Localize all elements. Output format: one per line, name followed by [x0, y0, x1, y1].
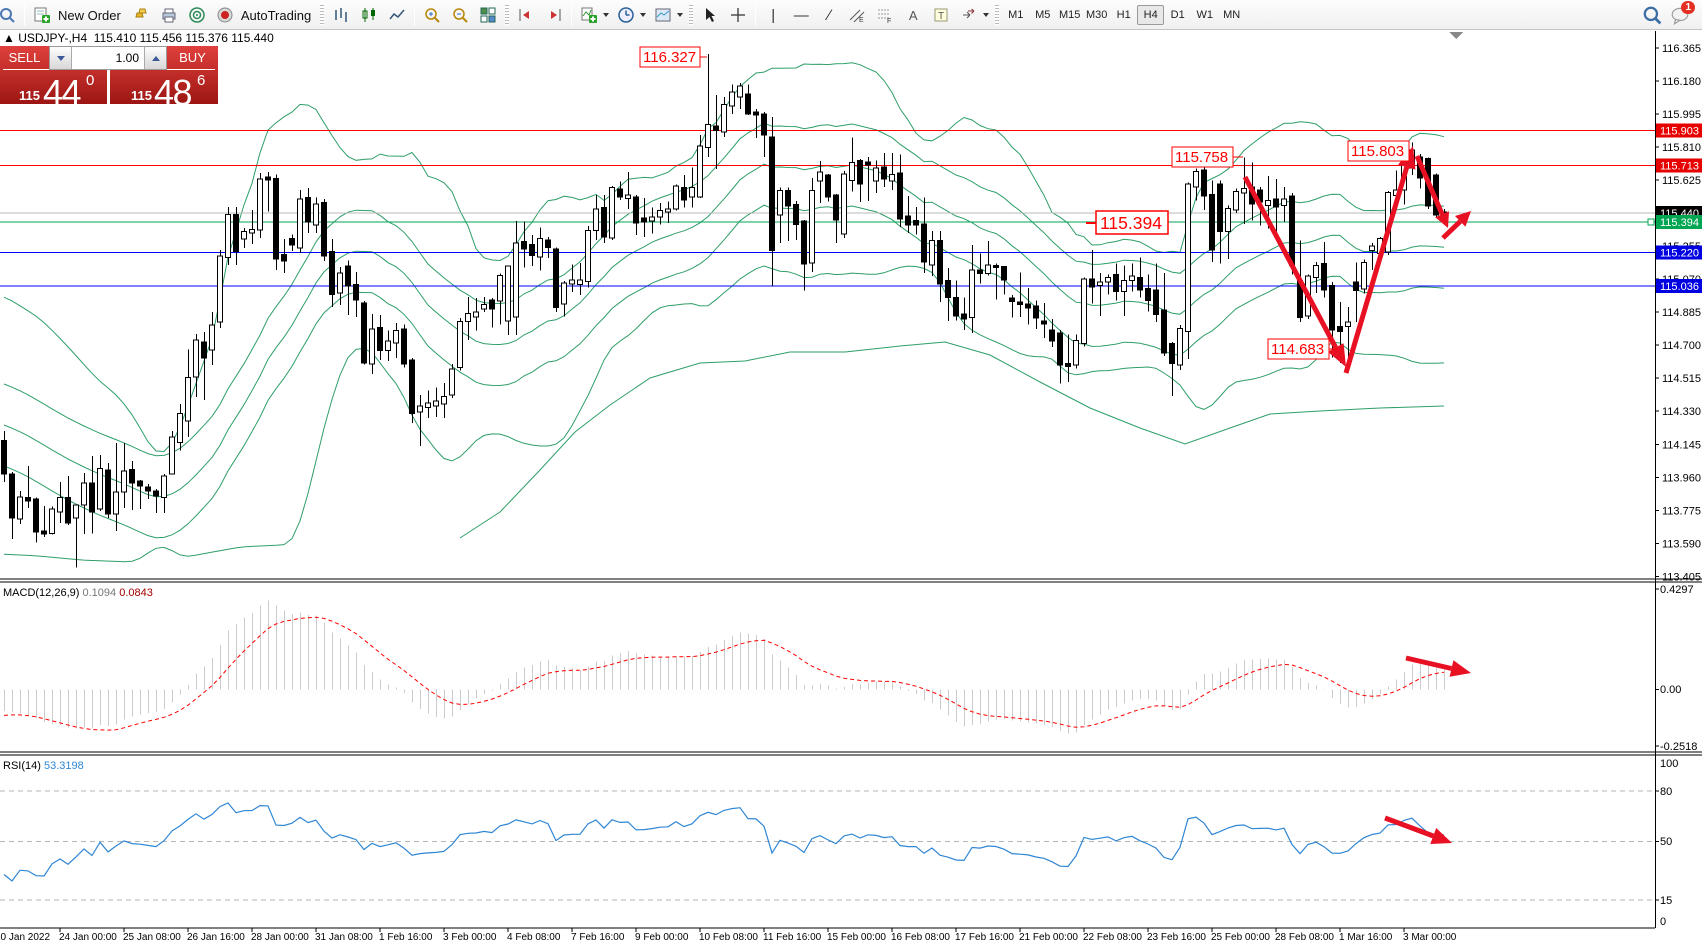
svg-text:15: 15: [1660, 895, 1672, 907]
svg-text:0.00: 0.00: [1660, 684, 1681, 696]
svg-text:3 Mar 00:00: 3 Mar 00:00: [1403, 932, 1457, 943]
svg-text:115.758: 115.758: [1175, 149, 1228, 166]
svg-text:23 Feb 16:00: 23 Feb 16:00: [1147, 932, 1206, 943]
svg-text:28 Feb 08:00: 28 Feb 08:00: [1275, 932, 1334, 943]
svg-text:0.4297: 0.4297: [1660, 584, 1694, 596]
svg-text:9 Feb 00:00: 9 Feb 00:00: [635, 932, 689, 943]
svg-text:115.713: 115.713: [1660, 160, 1699, 172]
svg-text:7 Feb 16:00: 7 Feb 16:00: [571, 932, 625, 943]
svg-text:1 Mar 16:00: 1 Mar 16:00: [1339, 932, 1393, 943]
svg-text:115.810: 115.810: [1662, 142, 1701, 154]
svg-text:31 Jan 08:00: 31 Jan 08:00: [315, 932, 373, 943]
svg-text:113.775: 113.775: [1662, 505, 1701, 517]
svg-text:MACD(12,26,9) 0.1094 0.0843: MACD(12,26,9) 0.1094 0.0843: [3, 587, 153, 599]
svg-text:114.145: 114.145: [1662, 439, 1701, 451]
svg-text:114.885: 114.885: [1662, 307, 1701, 319]
svg-text:116.365: 116.365: [1662, 43, 1701, 55]
svg-text:114.330: 114.330: [1662, 406, 1701, 418]
svg-text:24 Jan 00:00: 24 Jan 00:00: [59, 932, 117, 943]
svg-text:115.995: 115.995: [1662, 109, 1701, 121]
svg-text:26 Jan 16:00: 26 Jan 16:00: [187, 932, 245, 943]
svg-text:28 Jan 00:00: 28 Jan 00:00: [251, 932, 309, 943]
svg-text:22 Feb 08:00: 22 Feb 08:00: [1083, 932, 1142, 943]
svg-text:10 Feb 08:00: 10 Feb 08:00: [699, 932, 758, 943]
svg-text:115.803: 115.803: [1351, 143, 1404, 160]
svg-text:80: 80: [1660, 786, 1672, 798]
svg-text:115.903: 115.903: [1660, 125, 1699, 137]
svg-text:0: 0: [1660, 916, 1666, 928]
svg-text:100: 100: [1660, 758, 1678, 770]
svg-text:113.960: 113.960: [1662, 472, 1701, 484]
svg-text:F: F: [887, 18, 891, 24]
svg-text:115.625: 115.625: [1662, 175, 1701, 187]
svg-text:114.700: 114.700: [1662, 340, 1701, 352]
svg-text:3 Feb 00:00: 3 Feb 00:00: [443, 932, 497, 943]
svg-text:116.180: 116.180: [1662, 76, 1701, 88]
svg-text:T: T: [938, 11, 944, 22]
svg-text:115.394: 115.394: [1100, 213, 1162, 233]
svg-text:114.683: 114.683: [1271, 341, 1324, 358]
svg-text:15 Feb 00:00: 15 Feb 00:00: [827, 932, 886, 943]
svg-text:21 Feb 00:00: 21 Feb 00:00: [1019, 932, 1078, 943]
svg-text:113.590: 113.590: [1662, 538, 1701, 550]
svg-text:E: E: [859, 17, 864, 24]
svg-text:116.327: 116.327: [643, 49, 696, 66]
svg-text:50: 50: [1660, 836, 1672, 848]
svg-text:20 Jan 2022: 20 Jan 2022: [0, 932, 50, 943]
svg-text:17 Feb 16:00: 17 Feb 16:00: [955, 932, 1014, 943]
svg-text:115.220: 115.220: [1660, 248, 1699, 260]
svg-text:11 Feb 16:00: 11 Feb 16:00: [763, 932, 822, 943]
svg-text:25 Feb 00:00: 25 Feb 00:00: [1211, 932, 1270, 943]
svg-text:113.405: 113.405: [1662, 571, 1701, 583]
svg-text:114.515: 114.515: [1662, 373, 1701, 385]
svg-text:115.036: 115.036: [1660, 281, 1699, 293]
svg-text:25 Jan 08:00: 25 Jan 08:00: [123, 932, 181, 943]
svg-text:4 Feb 08:00: 4 Feb 08:00: [507, 932, 561, 943]
svg-text:16 Feb 08:00: 16 Feb 08:00: [891, 932, 950, 943]
svg-text:115.394: 115.394: [1660, 217, 1699, 229]
svg-text:RSI(14) 53.3198: RSI(14) 53.3198: [3, 760, 84, 772]
svg-text:-0.2518: -0.2518: [1660, 741, 1697, 753]
svg-text:1 Feb 16:00: 1 Feb 16:00: [379, 932, 433, 943]
